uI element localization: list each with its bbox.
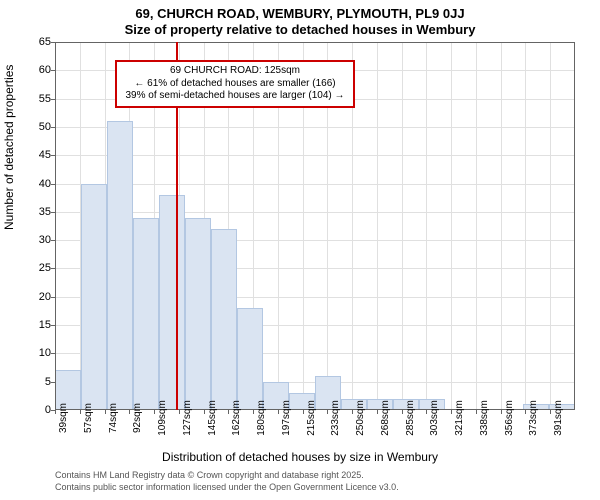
x-tick-mark xyxy=(352,410,353,414)
x-tick-mark xyxy=(179,410,180,414)
x-tick-label: 338sqm xyxy=(479,400,490,436)
x-tick-label: 285sqm xyxy=(405,400,416,436)
title-line-1: 69, CHURCH ROAD, WEMBURY, PLYMOUTH, PL9 … xyxy=(0,6,600,21)
x-tick-label: 215sqm xyxy=(306,400,317,436)
x-tick-mark xyxy=(377,410,378,414)
x-tick-mark xyxy=(228,410,229,414)
y-tick-mark xyxy=(51,212,55,213)
y-tick-label: 35 xyxy=(39,206,51,218)
x-tick-label: 162sqm xyxy=(231,400,242,436)
y-tick-mark xyxy=(51,325,55,326)
y-tick-mark xyxy=(51,297,55,298)
x-tick-mark xyxy=(402,410,403,414)
x-tick-label: 233sqm xyxy=(330,400,341,436)
y-tick-label: 40 xyxy=(39,178,51,190)
x-tick-mark xyxy=(105,410,106,414)
title-line-2: Size of property relative to detached ho… xyxy=(0,22,600,37)
x-tick-mark xyxy=(327,410,328,414)
x-tick-mark xyxy=(525,410,526,414)
y-tick-label: 10 xyxy=(39,347,51,359)
y-tick-label: 60 xyxy=(39,64,51,76)
x-tick-mark xyxy=(80,410,81,414)
y-tick-mark xyxy=(51,353,55,354)
y-tick-mark xyxy=(51,155,55,156)
y-tick-mark xyxy=(51,184,55,185)
x-tick-label: 57sqm xyxy=(83,403,94,433)
y-tick-mark xyxy=(51,268,55,269)
x-tick-label: 92sqm xyxy=(132,403,143,433)
x-tick-label: 356sqm xyxy=(504,400,515,436)
info-line-2: ← 61% of detached houses are smaller (16… xyxy=(123,78,347,91)
x-tick-mark xyxy=(476,410,477,414)
y-tick-mark xyxy=(51,240,55,241)
x-tick-label: 109sqm xyxy=(157,400,168,436)
x-tick-label: 250sqm xyxy=(355,400,366,436)
x-tick-label: 74sqm xyxy=(108,403,119,433)
y-tick-mark xyxy=(51,127,55,128)
x-tick-mark xyxy=(253,410,254,414)
x-tick-mark xyxy=(154,410,155,414)
x-tick-mark xyxy=(278,410,279,414)
y-tick-mark xyxy=(51,70,55,71)
y-tick-label: 55 xyxy=(39,93,51,105)
x-tick-label: 268sqm xyxy=(380,400,391,436)
y-tick-label: 50 xyxy=(39,121,51,133)
x-tick-mark xyxy=(204,410,205,414)
x-tick-mark xyxy=(451,410,452,414)
info-line-3: 39% of semi-detached houses are larger (… xyxy=(123,90,347,103)
x-tick-mark xyxy=(303,410,304,414)
x-tick-label: 373sqm xyxy=(528,400,539,436)
y-tick-label: 65 xyxy=(39,36,51,48)
chart-container: 69, CHURCH ROAD, WEMBURY, PLYMOUTH, PL9 … xyxy=(0,0,600,500)
x-tick-label: 145sqm xyxy=(207,400,218,436)
x-tick-label: 391sqm xyxy=(553,400,564,436)
x-tick-mark xyxy=(550,410,551,414)
y-tick-mark xyxy=(51,382,55,383)
y-tick-label: 30 xyxy=(39,234,51,246)
x-tick-label: 180sqm xyxy=(256,400,267,436)
footer-line-2: Contains public sector information licen… xyxy=(55,482,399,492)
y-tick-label: 15 xyxy=(39,319,51,331)
x-tick-label: 321sqm xyxy=(454,400,465,436)
x-tick-mark xyxy=(55,410,56,414)
x-tick-mark xyxy=(129,410,130,414)
info-box: 69 CHURCH ROAD: 125sqm ← 61% of detached… xyxy=(115,60,355,108)
x-tick-label: 39sqm xyxy=(58,403,69,433)
y-tick-mark xyxy=(51,42,55,43)
x-axis-label: Distribution of detached houses by size … xyxy=(0,450,600,464)
x-tick-mark xyxy=(426,410,427,414)
x-tick-label: 197sqm xyxy=(281,400,292,436)
y-tick-label: 20 xyxy=(39,291,51,303)
y-tick-label: 25 xyxy=(39,262,51,274)
x-tick-mark xyxy=(501,410,502,414)
y-axis-label: Number of detached properties xyxy=(2,65,16,230)
y-tick-mark xyxy=(51,99,55,100)
y-tick-label: 45 xyxy=(39,149,51,161)
x-tick-label: 127sqm xyxy=(182,400,193,436)
info-line-1: 69 CHURCH ROAD: 125sqm xyxy=(123,65,347,78)
footer-line-1: Contains HM Land Registry data © Crown c… xyxy=(55,470,364,480)
x-tick-label: 303sqm xyxy=(429,400,440,436)
